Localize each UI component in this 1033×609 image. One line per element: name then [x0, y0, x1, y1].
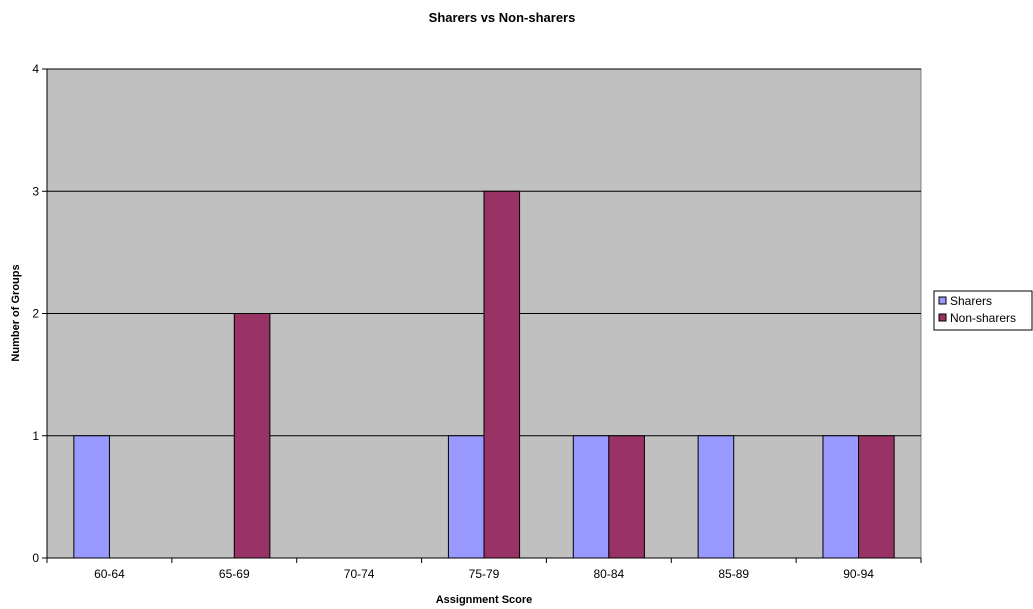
x-tick-label: 90-94	[843, 567, 874, 581]
legend-swatch-sharers	[938, 296, 947, 305]
bar-non-sharers-80-84	[608, 435, 645, 559]
y-tick-label: 2	[32, 307, 39, 321]
axes	[42, 68, 922, 563]
x-axis-title: Assignment Score	[436, 594, 533, 606]
bar-non-sharers-75-79	[483, 190, 521, 559]
plot-area: 0 1 2 3 4 60-64 65-69 70-74 75-79 80-84 85-89 90-9…	[32, 62, 922, 581]
y-tick-label: 0	[32, 551, 39, 565]
legend-label-sharers: Sharers	[950, 294, 992, 308]
bar-sharers-75-79	[447, 435, 485, 559]
y-axis-title: Number of Groups	[10, 264, 22, 361]
x-tick-label: 75-79	[469, 567, 500, 581]
bar-sharers-80-84	[572, 435, 610, 559]
legend-label-non-sharers: Non-sharers	[950, 311, 1016, 325]
y-tick-labels: 0 1 2 3 4	[32, 62, 39, 565]
bar-non-sharers-65-69	[233, 313, 271, 559]
bar-non-sharers-90-94	[858, 435, 895, 559]
legend-swatch-non-sharers	[938, 313, 947, 322]
legend-box	[933, 290, 1033, 331]
bars	[73, 190, 895, 559]
x-tick-label: 85-89	[718, 567, 749, 581]
legend: Sharers Non-sharers	[933, 290, 1033, 331]
x-tick-label: 70-74	[344, 567, 375, 581]
bar-sharers-90-94	[822, 435, 860, 559]
y-tick-label: 3	[32, 184, 39, 198]
x-tick-label: 60-64	[94, 567, 125, 581]
x-tick-label: 65-69	[219, 567, 250, 581]
x-tick-label: 80-84	[594, 567, 625, 581]
y-tick-label: 4	[32, 62, 39, 76]
bar-sharers-60-64	[73, 435, 110, 559]
x-tick-labels: 60-64 65-69 70-74 75-79 80-84 85-89 90-94	[94, 567, 874, 581]
y-tick-label: 1	[32, 429, 39, 443]
bar-sharers-85-89	[697, 435, 735, 559]
chart-title: Sharers vs Non-sharers	[429, 10, 576, 25]
